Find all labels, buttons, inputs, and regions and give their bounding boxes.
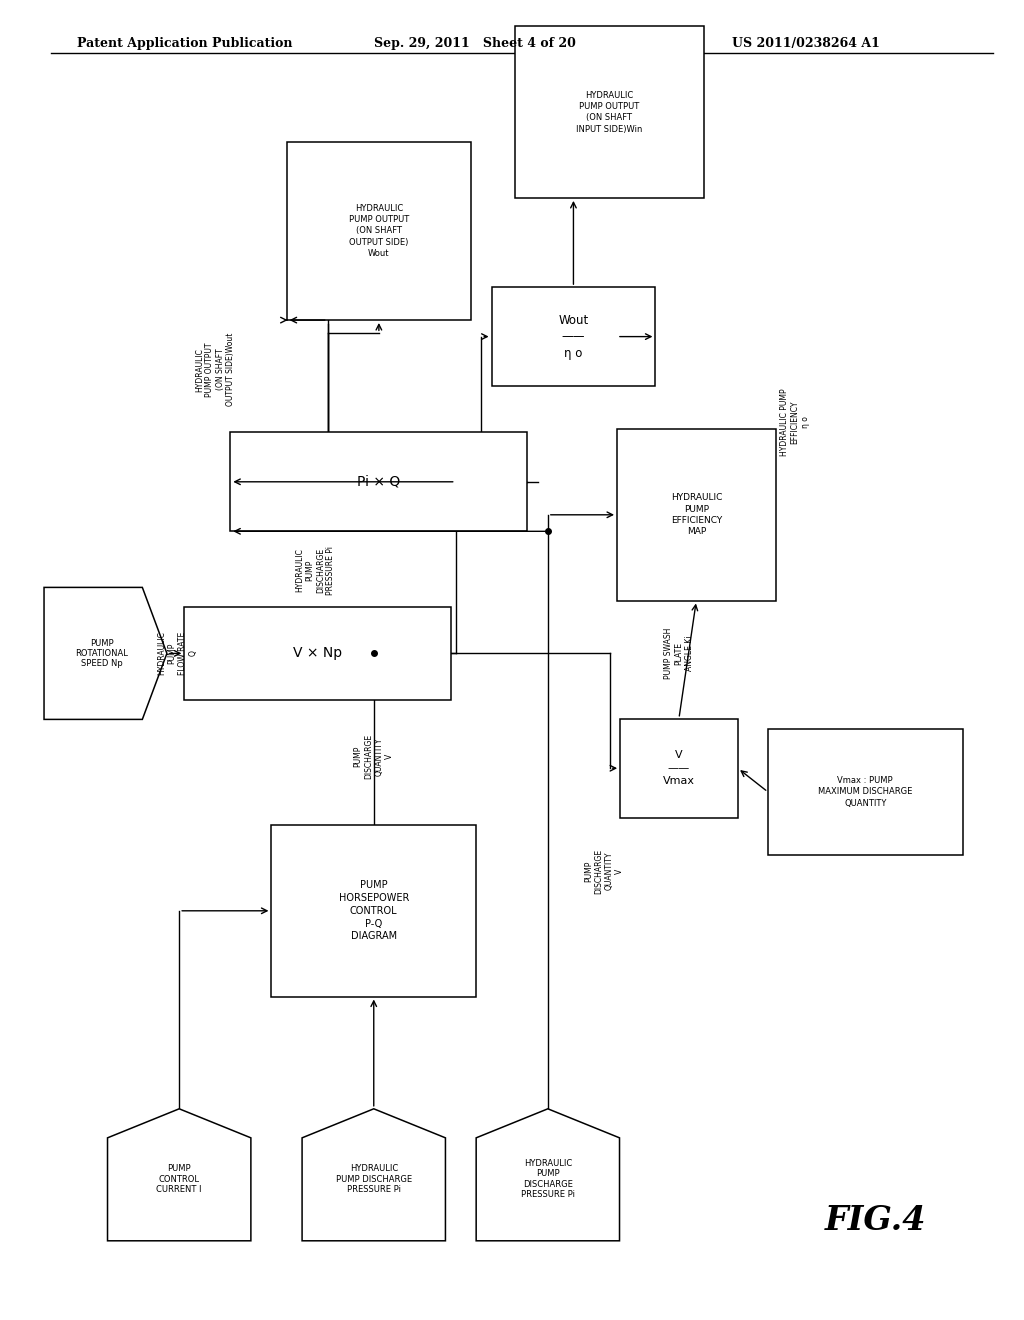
Text: Vmax : PUMP
MAXIMUM DISCHARGE
QUANTITY: Vmax : PUMP MAXIMUM DISCHARGE QUANTITY bbox=[818, 776, 912, 808]
Text: PUMP
CONTROL
CURRENT I: PUMP CONTROL CURRENT I bbox=[157, 1164, 202, 1195]
Text: HYDRAULIC
PUMP OUTPUT
(ON SHAFT
OUTPUT SIDE)
Wout: HYDRAULIC PUMP OUTPUT (ON SHAFT OUTPUT S… bbox=[349, 203, 409, 259]
Text: HYDRAULIC
PUMP
EFFICIENCY
MAP: HYDRAULIC PUMP EFFICIENCY MAP bbox=[671, 494, 722, 536]
Text: Pi × Q: Pi × Q bbox=[357, 475, 400, 488]
Polygon shape bbox=[476, 1109, 620, 1241]
Text: HYDRAULIC
PUMP
DISCHARGE
PRESSURE Pi: HYDRAULIC PUMP DISCHARGE PRESSURE Pi bbox=[295, 545, 336, 595]
Text: PUMP
ROTATIONAL
SPEED Np: PUMP ROTATIONAL SPEED Np bbox=[76, 639, 128, 668]
Bar bbox=[616, 429, 776, 601]
Text: V
——
Vmax: V —— Vmax bbox=[663, 751, 695, 785]
Text: HYDRAULIC PUMP
EFFICIENCY
η o: HYDRAULIC PUMP EFFICIENCY η o bbox=[780, 388, 810, 457]
Bar bbox=[492, 288, 655, 385]
Text: V × Np: V × Np bbox=[293, 647, 342, 660]
Text: PUMP SWASH
PLATE
ANGLE Ki: PUMP SWASH PLATE ANGLE Ki bbox=[664, 628, 694, 678]
Text: FIG.4: FIG.4 bbox=[824, 1204, 927, 1238]
Text: Patent Application Publication: Patent Application Publication bbox=[77, 37, 292, 50]
Bar bbox=[768, 729, 963, 855]
Text: HYDRAULIC
PUMP
FLOW RATE
Q: HYDRAULIC PUMP FLOW RATE Q bbox=[157, 631, 198, 676]
Polygon shape bbox=[44, 587, 167, 719]
Text: PUMP
HORSEPOWER
CONTROL
P-Q
DIAGRAM: PUMP HORSEPOWER CONTROL P-Q DIAGRAM bbox=[339, 880, 409, 941]
Text: HYDRAULIC
PUMP
DISCHARGE
PRESSURE Pi: HYDRAULIC PUMP DISCHARGE PRESSURE Pi bbox=[521, 1159, 574, 1200]
Bar bbox=[621, 718, 737, 817]
Bar bbox=[271, 825, 476, 997]
Text: HYDRAULIC
PUMP DISCHARGE
PRESSURE Pi: HYDRAULIC PUMP DISCHARGE PRESSURE Pi bbox=[336, 1164, 412, 1195]
Polygon shape bbox=[302, 1109, 445, 1241]
Text: HYDRAULIC
PUMP OUTPUT
(ON SHAFT
INPUT SIDE)Win: HYDRAULIC PUMP OUTPUT (ON SHAFT INPUT SI… bbox=[577, 91, 642, 133]
Bar bbox=[230, 433, 527, 531]
Text: Wout
——
η o: Wout —— η o bbox=[558, 314, 589, 359]
Text: PUMP
DISCHARGE
QUANTITY
V: PUMP DISCHARGE QUANTITY V bbox=[353, 734, 394, 779]
Bar bbox=[287, 143, 471, 321]
Text: PUMP
DISCHARGE
QUANTITY
V: PUMP DISCHARGE QUANTITY V bbox=[584, 849, 625, 894]
Bar bbox=[514, 26, 705, 198]
Text: HYDRAULIC
PUMP OUTPUT
(ON SHAFT
OUTPUT SIDE)Wout: HYDRAULIC PUMP OUTPUT (ON SHAFT OUTPUT S… bbox=[195, 333, 236, 407]
Bar bbox=[184, 607, 451, 700]
Text: Sep. 29, 2011   Sheet 4 of 20: Sep. 29, 2011 Sheet 4 of 20 bbox=[374, 37, 575, 50]
Text: US 2011/0238264 A1: US 2011/0238264 A1 bbox=[732, 37, 880, 50]
Polygon shape bbox=[108, 1109, 251, 1241]
